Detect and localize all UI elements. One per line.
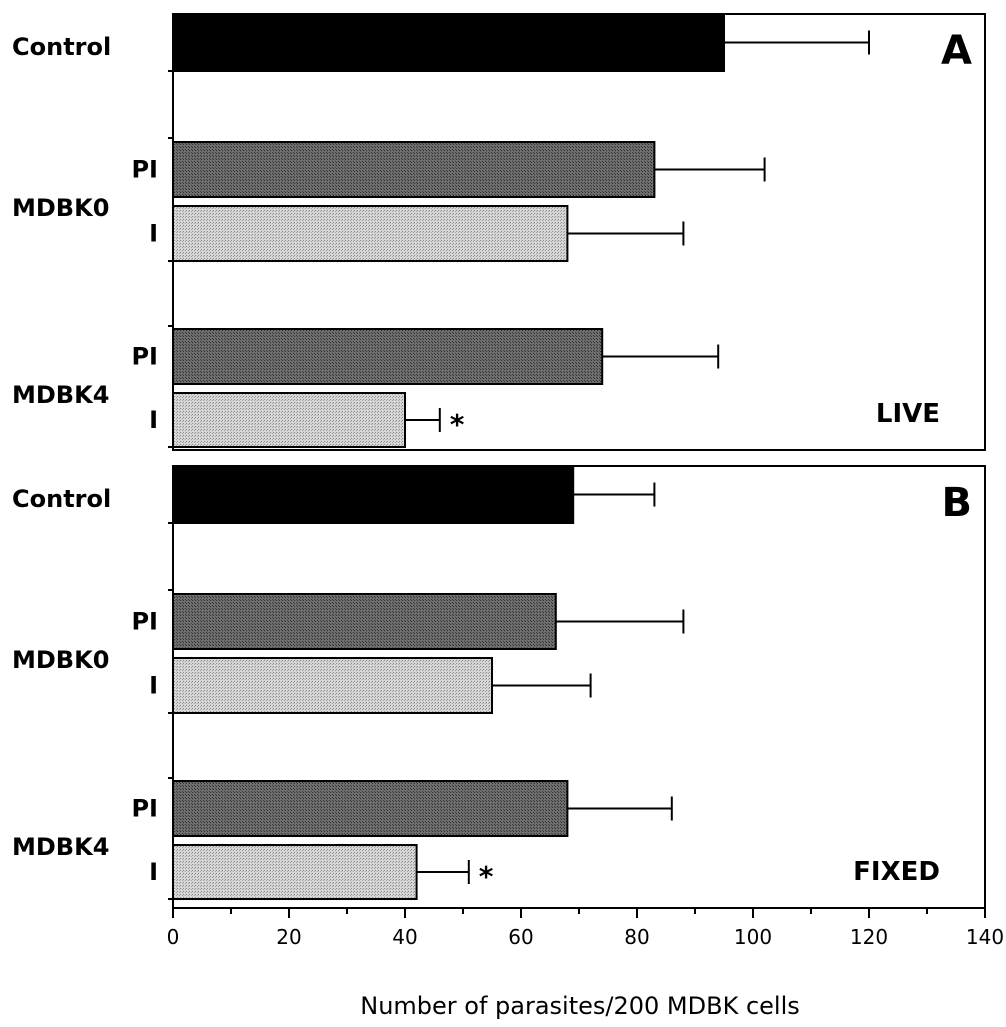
bar xyxy=(172,465,575,524)
x-tick-label: 80 xyxy=(624,925,649,949)
bar-sublabel: PI xyxy=(131,156,158,184)
x-tick-label: 0 xyxy=(167,925,180,949)
panel-letter: B xyxy=(942,480,973,526)
group-label: MDBK4 xyxy=(12,381,109,409)
bar-sublabel: I xyxy=(149,672,158,700)
bar xyxy=(172,328,604,385)
significance-mark: * xyxy=(479,860,494,893)
x-tick-label: 60 xyxy=(508,925,533,949)
bar xyxy=(172,657,493,714)
bar xyxy=(172,593,557,650)
condition-label: LIVE xyxy=(876,399,940,429)
bar xyxy=(172,141,656,198)
x-tick-label: 100 xyxy=(734,925,772,949)
bar xyxy=(172,780,569,837)
bar-sublabel: I xyxy=(149,858,158,886)
bar-sublabel: PI xyxy=(131,343,158,371)
x-tick-label: 20 xyxy=(276,925,301,949)
group-label: MDBK0 xyxy=(12,194,109,222)
group-label: MDBK0 xyxy=(12,646,109,674)
x-tick-label: 40 xyxy=(392,925,417,949)
bar xyxy=(172,844,418,900)
bar xyxy=(172,205,569,262)
bar xyxy=(172,392,406,448)
x-axis-title: Number of parasites/200 MDBK cells xyxy=(360,992,800,1020)
bar-sublabel: I xyxy=(149,220,158,248)
panel-b: Control MDBK0 PI I MDBK4 PI I * B FIXED xyxy=(12,465,986,909)
panel-a: Control MDBK0 PI I MDBK4 PI I * A LIVE xyxy=(12,13,986,451)
condition-label: FIXED xyxy=(853,857,940,887)
bar-sublabel: PI xyxy=(131,795,158,823)
chart-panels: Control MDBK0 PI I MDBK4 PI I * A LIVE Control MDBK… xyxy=(12,13,986,909)
x-axis: 0 20 40 60 80 100 120 140 xyxy=(167,908,1004,949)
group-label: Control xyxy=(12,33,111,61)
panel-letter: A xyxy=(941,28,972,74)
bar-sublabel: I xyxy=(149,406,158,434)
group-label: MDBK4 xyxy=(12,833,109,861)
group-label: Control xyxy=(12,485,111,513)
significance-mark: * xyxy=(450,408,465,441)
x-tick-label: 120 xyxy=(850,925,888,949)
x-tick-label: 140 xyxy=(966,925,1004,949)
bar xyxy=(172,13,725,72)
bar-sublabel: PI xyxy=(131,608,158,636)
